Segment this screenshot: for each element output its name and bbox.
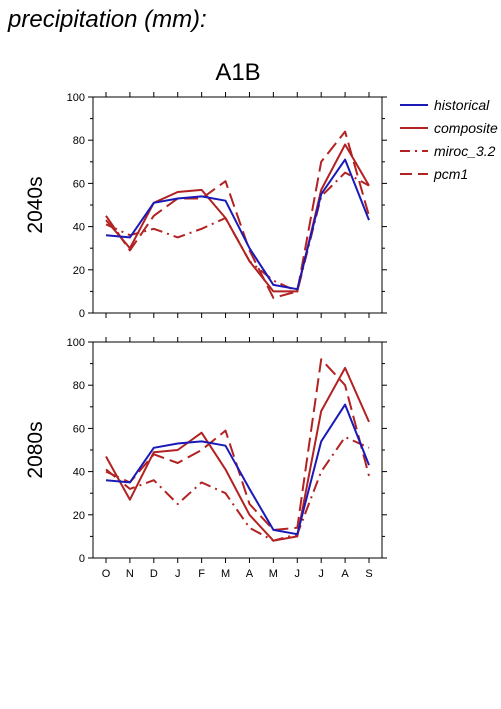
y-tick-label: 40 <box>73 222 85 234</box>
x-tick-label: S <box>365 568 372 580</box>
row-label-2040s: 2040s <box>24 176 47 233</box>
y-tick-label: 80 <box>73 380 85 392</box>
y-tick-label: 100 <box>67 337 85 349</box>
x-tick-label: N <box>126 568 134 580</box>
y-tick-label: 60 <box>73 178 85 190</box>
x-tick-label: A <box>341 568 349 580</box>
x-tick-label: A <box>246 568 254 580</box>
legend: historical composite miroc_3.2 pcm1 <box>400 97 498 182</box>
panels: 0 20 40 60 80 100 2040s 0 20 40 60 80 100 O N D J F M A M J J A… <box>24 92 387 580</box>
chart-title: A1B <box>215 59 260 86</box>
series-line-pcm1 <box>105 130 370 299</box>
panel-2040s: 0 20 40 60 80 100 2040s <box>24 92 387 320</box>
series-line-historical <box>105 403 370 536</box>
series-line-pcm1 <box>105 358 370 531</box>
y-tick-label: 20 <box>73 265 85 277</box>
legend-label-pcm1: pcm1 <box>433 166 468 182</box>
legend-label-miroc_3.2: miroc_3.2 <box>434 143 496 159</box>
y-tick-label: 0 <box>79 308 85 320</box>
y-tick-label: 100 <box>67 92 85 104</box>
x-tick-label: M <box>269 568 278 580</box>
y-tick-label: 0 <box>79 553 85 565</box>
x-tick-label: F <box>198 568 205 580</box>
row-label-2080s: 2080s <box>24 421 47 478</box>
plot-frame <box>92 96 383 314</box>
x-tick-label: O <box>102 568 111 580</box>
page-title: precipitation (mm): <box>8 6 207 33</box>
x-tick-label: J <box>318 568 324 580</box>
legend-label-historical: historical <box>434 97 490 113</box>
y-tick-label: 80 <box>73 135 85 147</box>
series-line-composite <box>105 366 370 542</box>
y-tick-label: 20 <box>73 510 85 522</box>
y-tick-label: 40 <box>73 467 85 479</box>
x-tick-label: J <box>175 568 181 580</box>
series-line-miroc_3.2 <box>105 171 370 293</box>
series-line-miroc_3.2 <box>105 436 370 542</box>
panel-2080s: 0 20 40 60 80 100 O N D J F M A M J J A S 2080s <box>24 337 387 580</box>
x-tick-label: D <box>150 568 158 580</box>
legend-label-composite: composite <box>434 120 498 136</box>
plot-frame <box>92 341 383 559</box>
x-tick-label: M <box>221 568 230 580</box>
series-line-historical <box>105 158 370 291</box>
x-tick-label: J <box>295 568 301 580</box>
y-tick-label: 60 <box>73 423 85 435</box>
